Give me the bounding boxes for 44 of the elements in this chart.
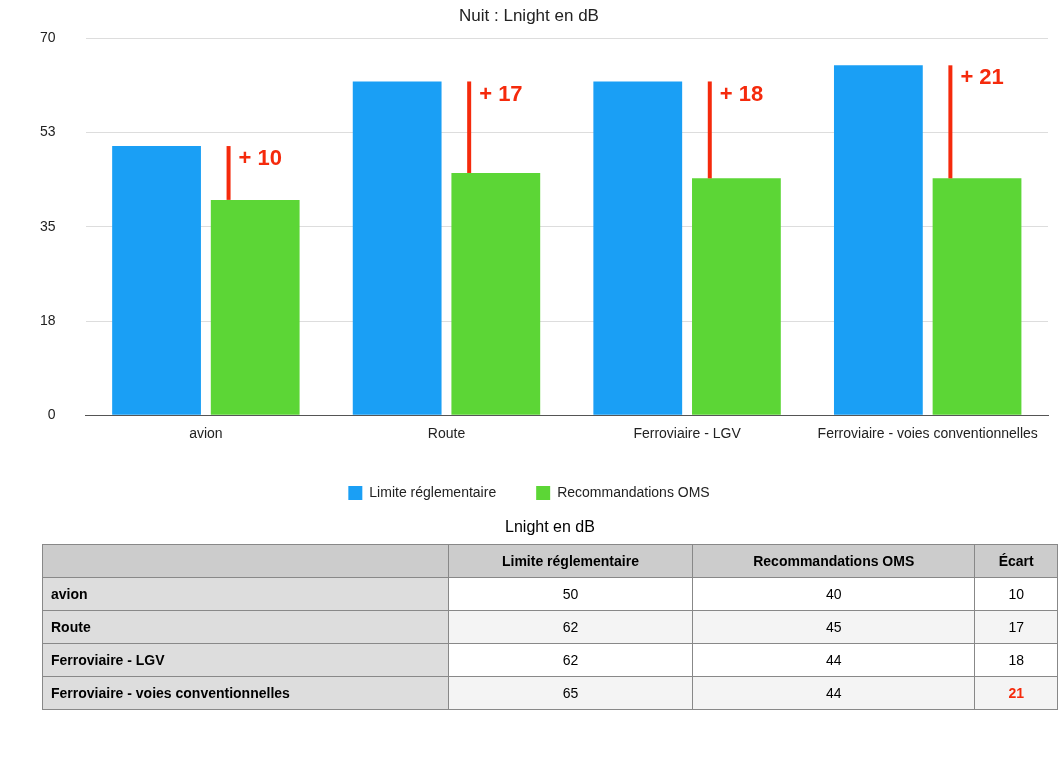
category-label: Recommandations OMS — [692, 544, 975, 578]
y-tick-label: 53 — [39, 123, 56, 140]
x-tick-label: Route — [427, 425, 466, 442]
text: 45 — [825, 619, 842, 635]
annotation: + 10 — [238, 145, 282, 171]
category-label: Route — [51, 619, 91, 635]
text: 44 — [825, 652, 842, 668]
annotation: + 21 — [960, 64, 1004, 90]
annotation: + 17 — [479, 80, 523, 106]
bar — [112, 146, 201, 415]
text: 44 — [825, 685, 842, 701]
bar — [352, 81, 442, 415]
legend-label: Recommandations OMS — [557, 483, 710, 500]
category-label: Limite réglementaire — [448, 544, 693, 578]
text: 17 — [1008, 619, 1024, 635]
x-tick-label: Ferroviaire - LGV — [633, 425, 742, 442]
annotation: + 18 — [719, 80, 764, 106]
category-label: Ferroviaire - voies conventionnelles — [51, 685, 290, 701]
text: 21 — [1008, 685, 1024, 701]
text: 62 — [562, 652, 579, 668]
text: Lnight en dB — [504, 518, 596, 536]
legend-label: Limite réglementaire — [369, 483, 497, 500]
text: 18 — [1008, 652, 1024, 668]
text: 65 — [562, 685, 579, 701]
chart-title: Nuit : Lnight en dB — [459, 5, 599, 25]
bar — [692, 178, 781, 415]
y-tick-label: 70 — [39, 29, 56, 46]
text: 50 — [562, 586, 579, 602]
y-tick-label: 18 — [39, 311, 56, 328]
text: 62 — [562, 619, 579, 635]
bar — [593, 81, 683, 415]
bar — [932, 178, 1022, 415]
x-tick-label: Ferroviaire - voies conventionnelles — [817, 425, 1038, 442]
category-label: Écart — [974, 544, 1058, 578]
y-tick-label: 35 — [39, 217, 56, 234]
bar — [833, 65, 923, 415]
category-label: avion — [51, 586, 88, 602]
category-label: Ferroviaire - LGV — [51, 652, 165, 668]
y-tick-label: 0 — [47, 406, 56, 423]
text: 10 — [1008, 586, 1024, 602]
text: 40 — [825, 586, 842, 602]
x-tick-label: avion — [189, 425, 223, 442]
bar — [210, 199, 300, 415]
bar — [451, 172, 541, 415]
